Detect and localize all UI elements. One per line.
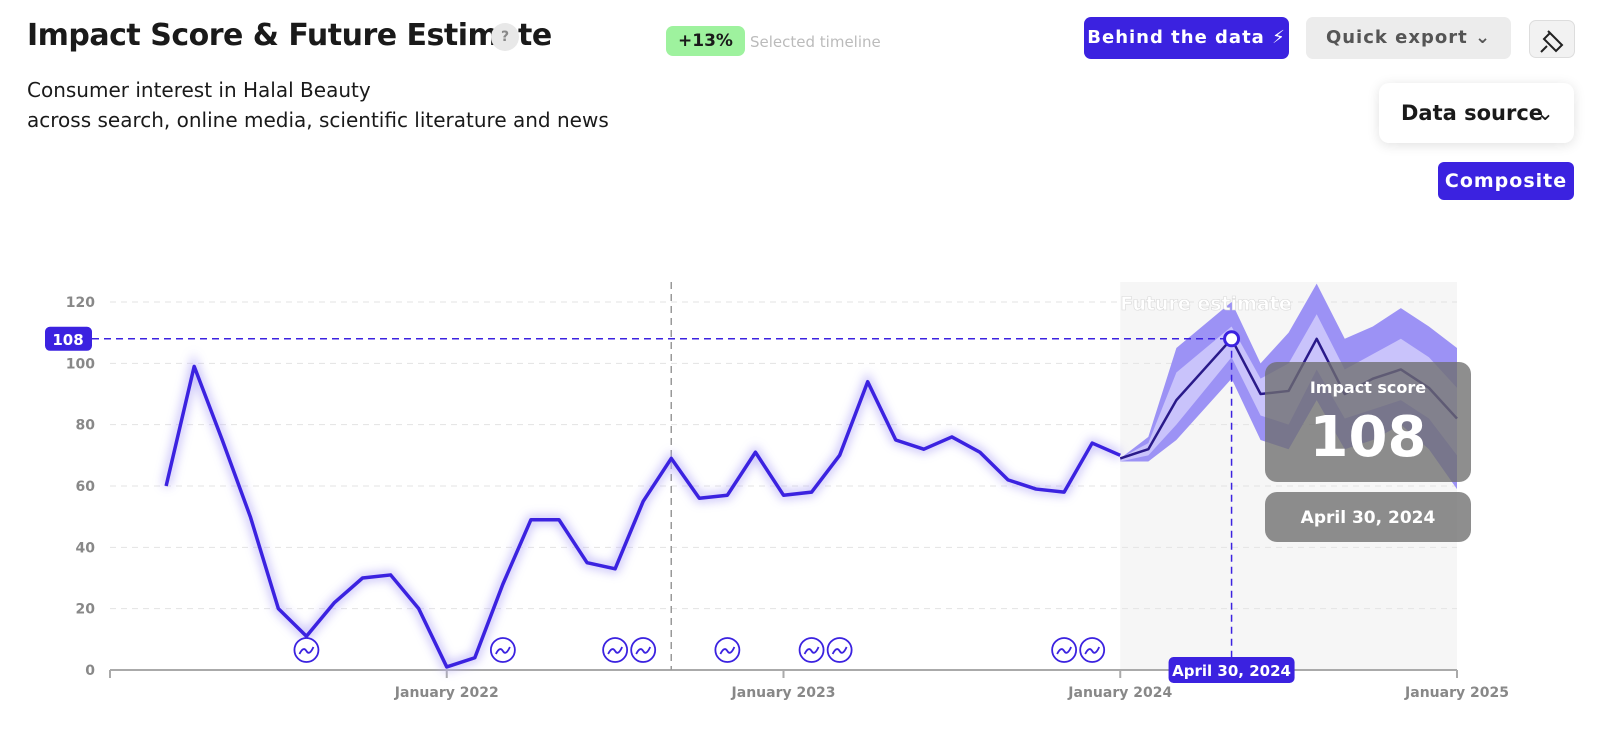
event-marker	[489, 637, 516, 663]
event-icon	[635, 646, 652, 655]
selected-x-badge	[1168, 657, 1295, 683]
tooltip-date: April 30, 2024	[1301, 508, 1436, 528]
event-marker	[798, 637, 825, 663]
y-tick-label: 100	[66, 356, 95, 372]
subtitle: across search, online media, scientific …	[27, 108, 609, 132]
tooltip-value: 108	[1310, 405, 1427, 470]
event-marker	[1051, 637, 1078, 663]
button-label: Behind the data	[1087, 27, 1265, 48]
behind-data-button[interactable]: Behind the data ⚡	[1084, 17, 1289, 59]
change-badge: +13%	[666, 26, 745, 56]
event-marker	[826, 637, 853, 663]
x-tick-label: January 2023	[731, 685, 836, 701]
dropdown-label: Data source	[1401, 101, 1544, 125]
event-icon	[495, 646, 511, 655]
event-marker	[602, 637, 629, 663]
selected-y-badge	[45, 326, 92, 351]
subtitle: Consumer interest in Halal Beauty	[27, 78, 371, 102]
page-title: Impact Score & Future Estimate	[27, 18, 552, 53]
composite-button[interactable]: Composite	[1438, 162, 1574, 200]
event-icon	[1084, 646, 1101, 655]
selected-point	[1223, 330, 1241, 348]
y-tick-label: 60	[76, 479, 96, 495]
impact-line-glow	[162, 352, 1122, 672]
change-label: Selected timeline	[750, 33, 881, 51]
x-tick-label: January 2022	[394, 685, 499, 701]
tooltip-box	[1265, 362, 1471, 482]
tooltip-title: Impact score	[1310, 378, 1426, 397]
event-icon	[607, 646, 623, 655]
event-icon	[1056, 646, 1072, 655]
selected-y-label: 108	[52, 331, 83, 349]
event-icon	[831, 646, 848, 655]
y-tick-label: 0	[85, 663, 95, 679]
y-tick-label: 20	[76, 602, 96, 618]
button-label: Quick export	[1325, 27, 1468, 48]
event-marker	[630, 637, 657, 663]
export-button[interactable]: Quick export ⌄	[1306, 17, 1511, 59]
event-icon	[719, 646, 736, 655]
y-tick-label: 80	[76, 418, 96, 434]
pin-button[interactable]	[1529, 20, 1575, 58]
tooltip-date-box	[1265, 492, 1471, 542]
selected-x-label: April 30, 2024	[1172, 662, 1291, 680]
event-icon	[298, 646, 315, 655]
forecast-inner-band	[1120, 314, 1457, 462]
impact-line	[164, 364, 1121, 669]
x-tick-label: January 2024	[1067, 685, 1172, 701]
event-icon	[803, 646, 820, 655]
data-source-dropdown[interactable]: Data source ⌄	[1379, 83, 1574, 143]
y-tick-label: 120	[66, 295, 95, 311]
future-region	[1120, 282, 1457, 670]
event-marker	[293, 637, 320, 663]
event-marker	[1079, 637, 1106, 663]
event-marker	[714, 637, 741, 663]
pin-icon	[1540, 30, 1564, 53]
forecast-line	[1119, 337, 1458, 460]
x-tick-label: January 2025	[1404, 685, 1509, 701]
y-tick-label: 40	[76, 540, 96, 556]
future-label: Future estimate	[1120, 293, 1291, 315]
help-button[interactable]: ?	[491, 23, 519, 51]
forecast-outer-band	[1120, 283, 1457, 490]
